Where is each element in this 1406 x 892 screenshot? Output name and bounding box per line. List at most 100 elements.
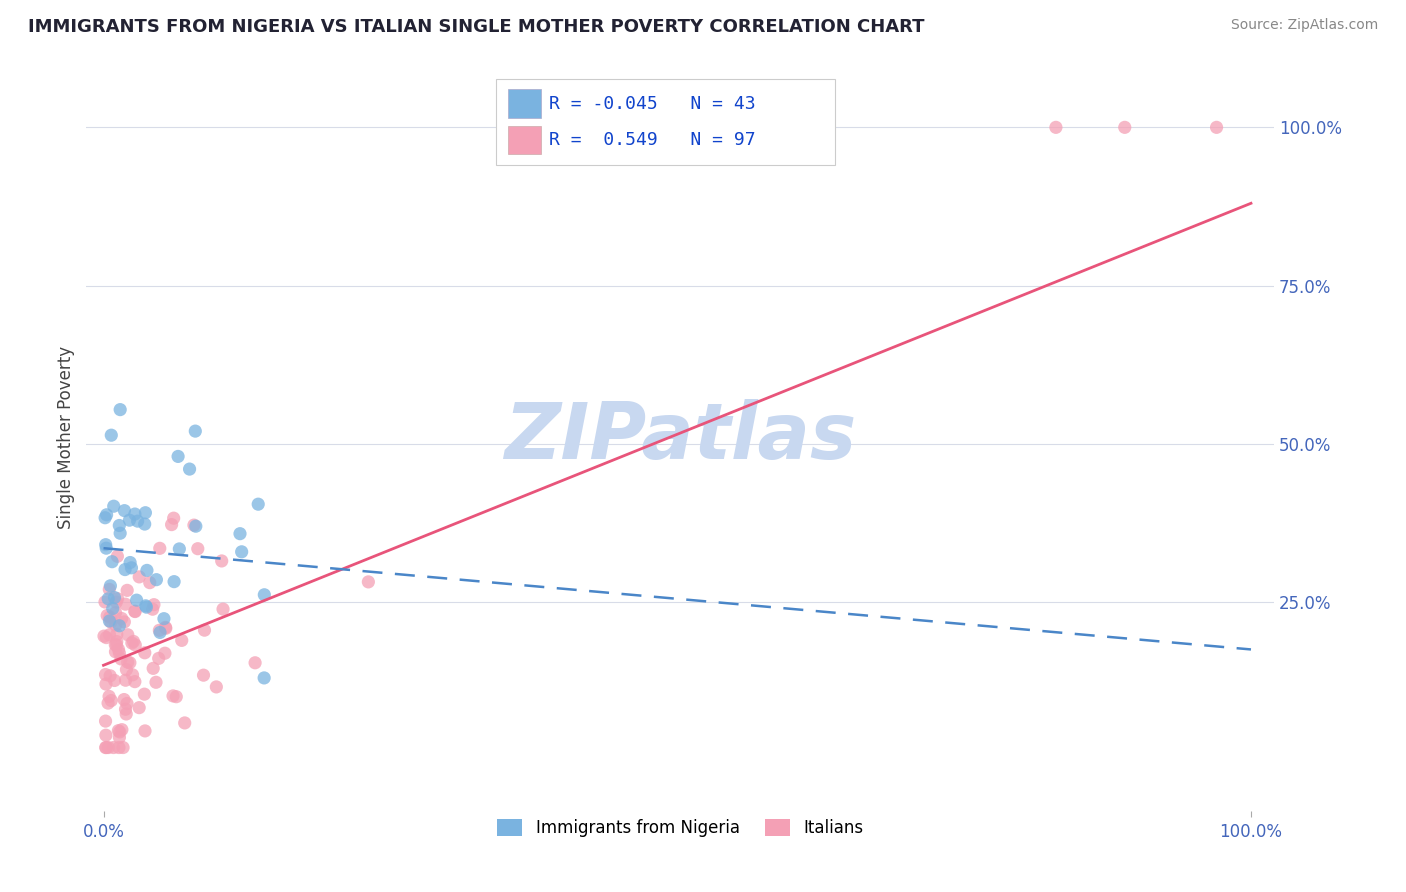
Point xyxy=(134,517,156,532)
Point xyxy=(115,663,138,677)
Point xyxy=(107,642,129,657)
Point xyxy=(173,715,195,730)
Point xyxy=(103,591,125,605)
Point xyxy=(145,573,167,587)
Point xyxy=(112,740,135,755)
Point xyxy=(1045,120,1067,135)
FancyBboxPatch shape xyxy=(508,89,541,118)
Point xyxy=(98,610,121,624)
Point xyxy=(105,634,128,648)
Point xyxy=(108,402,131,417)
Point xyxy=(100,615,122,629)
Point xyxy=(124,605,146,619)
Point xyxy=(114,702,136,716)
Point xyxy=(148,624,170,638)
Point xyxy=(187,541,209,556)
Point xyxy=(357,574,380,589)
Point xyxy=(94,740,117,755)
Text: Source: ZipAtlas.com: Source: ZipAtlas.com xyxy=(1230,18,1378,32)
Point xyxy=(111,723,134,737)
Point xyxy=(93,629,115,643)
Point xyxy=(163,574,186,589)
Point xyxy=(105,595,128,609)
Point xyxy=(205,680,228,694)
Point xyxy=(96,541,118,556)
Point xyxy=(114,673,136,688)
Point xyxy=(179,462,201,476)
Point xyxy=(167,450,190,464)
Point xyxy=(108,740,131,755)
Point xyxy=(97,591,120,606)
Point xyxy=(184,424,207,438)
Point xyxy=(163,511,186,525)
Point xyxy=(104,606,127,620)
Point xyxy=(128,700,150,714)
Point xyxy=(136,563,159,577)
Point xyxy=(117,655,139,669)
Point xyxy=(153,612,176,626)
Point xyxy=(96,508,118,522)
Point xyxy=(107,591,129,606)
Point xyxy=(149,625,172,640)
Point xyxy=(1205,120,1227,135)
Point xyxy=(108,518,131,533)
Point xyxy=(134,687,156,701)
Point xyxy=(94,728,117,742)
Point xyxy=(101,555,124,569)
Point xyxy=(105,627,128,641)
Point xyxy=(111,611,134,625)
Point xyxy=(160,517,183,532)
Point xyxy=(115,583,138,598)
Text: R = -0.045   N = 43: R = -0.045 N = 43 xyxy=(550,95,756,112)
Point xyxy=(253,671,276,685)
Point xyxy=(212,602,235,616)
Point xyxy=(104,618,127,632)
Point xyxy=(117,628,139,642)
Point xyxy=(128,570,150,584)
Point xyxy=(103,500,125,514)
Point xyxy=(103,673,125,688)
Point xyxy=(120,561,142,575)
Point xyxy=(121,668,143,682)
Point xyxy=(96,631,118,645)
Point xyxy=(243,656,266,670)
Point xyxy=(134,506,156,520)
Point xyxy=(142,602,165,616)
Point xyxy=(247,497,270,511)
Point xyxy=(134,646,156,660)
Point xyxy=(100,428,122,442)
Point xyxy=(229,526,252,541)
Point xyxy=(112,692,135,706)
Point xyxy=(155,621,177,635)
Point xyxy=(1114,120,1136,135)
Legend: Immigrants from Nigeria, Italians: Immigrants from Nigeria, Italians xyxy=(491,812,870,844)
Point xyxy=(124,604,146,618)
Point xyxy=(184,519,207,533)
Point xyxy=(94,714,117,728)
Point xyxy=(98,582,121,597)
Point xyxy=(115,706,138,721)
Point xyxy=(169,541,191,556)
Point xyxy=(100,693,122,707)
Point xyxy=(124,674,146,689)
Point xyxy=(104,638,127,652)
Point xyxy=(125,593,148,607)
Point xyxy=(104,645,127,659)
Point xyxy=(193,668,215,682)
Point xyxy=(108,526,131,541)
Point xyxy=(115,697,138,711)
FancyBboxPatch shape xyxy=(508,126,541,154)
Point xyxy=(162,689,184,703)
Point xyxy=(97,696,120,710)
Point xyxy=(211,554,233,568)
Point xyxy=(108,731,131,745)
Point xyxy=(135,600,157,615)
Point xyxy=(122,634,145,648)
Point xyxy=(120,556,142,570)
Point xyxy=(134,723,156,738)
Point xyxy=(121,636,143,650)
Point xyxy=(124,638,146,652)
Point xyxy=(108,646,131,660)
Point xyxy=(94,740,117,755)
Point xyxy=(114,597,136,611)
